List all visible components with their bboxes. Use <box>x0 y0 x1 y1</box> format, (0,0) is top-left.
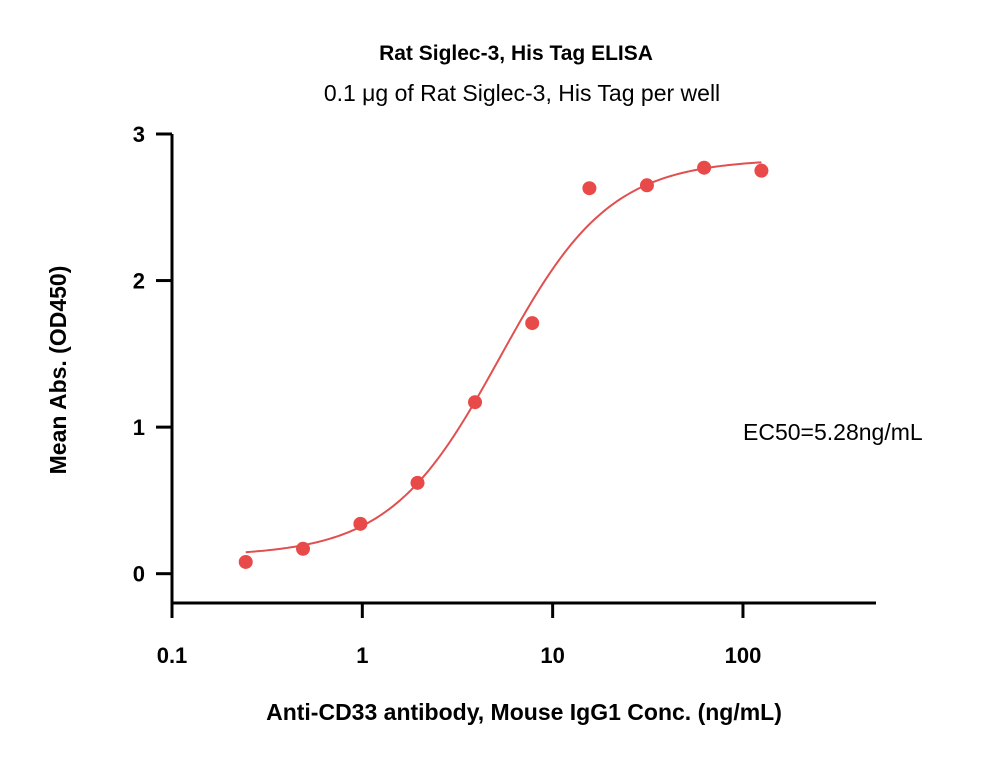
fit-curve <box>245 161 762 554</box>
plot-area: 0 1 2 3 0.1 1 10 100 <box>133 122 876 668</box>
x-tick-label: 0.1 <box>157 643 188 668</box>
x-tick-label: 1 <box>356 643 368 668</box>
ec50-annotation: EC50=5.28ng/mL <box>743 419 923 445</box>
data-point <box>410 475 425 490</box>
data-points <box>238 160 769 569</box>
data-point <box>296 541 311 556</box>
y-tick-label: 0 <box>133 562 145 587</box>
chart-title: Rat Siglec-3, His Tag ELISA <box>379 42 653 65</box>
x-tick-label: 10 <box>540 643 564 668</box>
y-axis-ticks: 0 1 2 3 <box>133 122 172 587</box>
data-point <box>525 316 540 331</box>
x-tick-label: 100 <box>725 643 762 668</box>
x-axis-title: Anti-CD33 antibody, Mouse IgG1 Conc. (ng… <box>266 699 782 725</box>
data-point <box>639 178 654 193</box>
y-tick-label: 1 <box>133 415 145 440</box>
chart-subtitle: 0.1 μg of Rat Siglec-3, His Tag per well <box>324 80 720 106</box>
y-tick-label: 2 <box>133 269 145 294</box>
data-point <box>353 516 368 531</box>
data-point <box>754 163 769 178</box>
data-point <box>697 160 712 175</box>
data-point <box>468 395 483 410</box>
data-point <box>238 554 253 569</box>
x-axis-ticks: 0.1 1 10 100 <box>157 603 762 668</box>
data-point <box>582 181 597 196</box>
y-axis-title: Mean Abs. (OD450) <box>45 266 71 475</box>
y-tick-label: 3 <box>133 122 145 147</box>
